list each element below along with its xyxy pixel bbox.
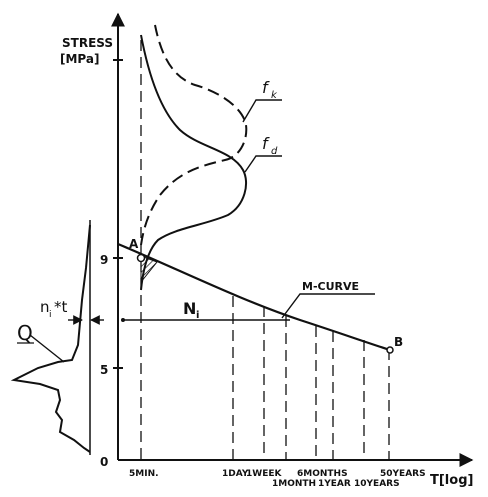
y-tick-label-5: 5 [100,363,108,377]
point-b-label: B [394,335,403,349]
fk-label: f [262,78,270,97]
time-label-6months: 6MONTHS [297,469,348,479]
y-tick-label-9: 9 [100,253,108,267]
fk-leader [242,99,282,123]
time-label-50years: 50YEARS [380,469,426,479]
ni-label: N [183,299,196,318]
time-label-1day: 1DAY [222,469,249,479]
fd-subscript: d [271,146,278,157]
ni-subscript: i [196,310,199,321]
nit-suffix: *t [54,298,68,316]
time-label-1year: 1YEAR [318,479,351,489]
fk-subscript: k [271,90,278,101]
fd-leader [244,155,282,173]
x-axis-label: T[log] [430,473,473,488]
y-axis-unit: [MPa] [60,52,99,66]
m-curve-label: M-CURVE [302,280,359,293]
time-label-5min: 5MIN. [129,469,159,479]
m-curve-leader [281,293,375,319]
fd-curve [140,34,247,291]
nit-subscript: i [49,310,52,320]
point-a-label: A [129,237,139,251]
y-axis-label: STRESS [62,36,113,50]
time-label-10years: 10YEARS [354,479,400,489]
time-label-1month: 1MONTH [272,479,316,489]
time-label-1week: 1WEEK [246,469,282,479]
q-distribution [10,224,91,453]
ni-start-dot [121,318,125,322]
point-a-marker [136,253,146,263]
nit-label: n [40,298,50,316]
q-label: Q [17,321,33,345]
y-tick-label-0: 0 [100,455,108,469]
m-curve [117,242,391,352]
overlap-hatch [140,255,158,284]
fd-label: f [262,134,270,153]
point-b-marker [386,346,394,354]
fk-curve [140,24,248,246]
q-leader [29,334,65,363]
